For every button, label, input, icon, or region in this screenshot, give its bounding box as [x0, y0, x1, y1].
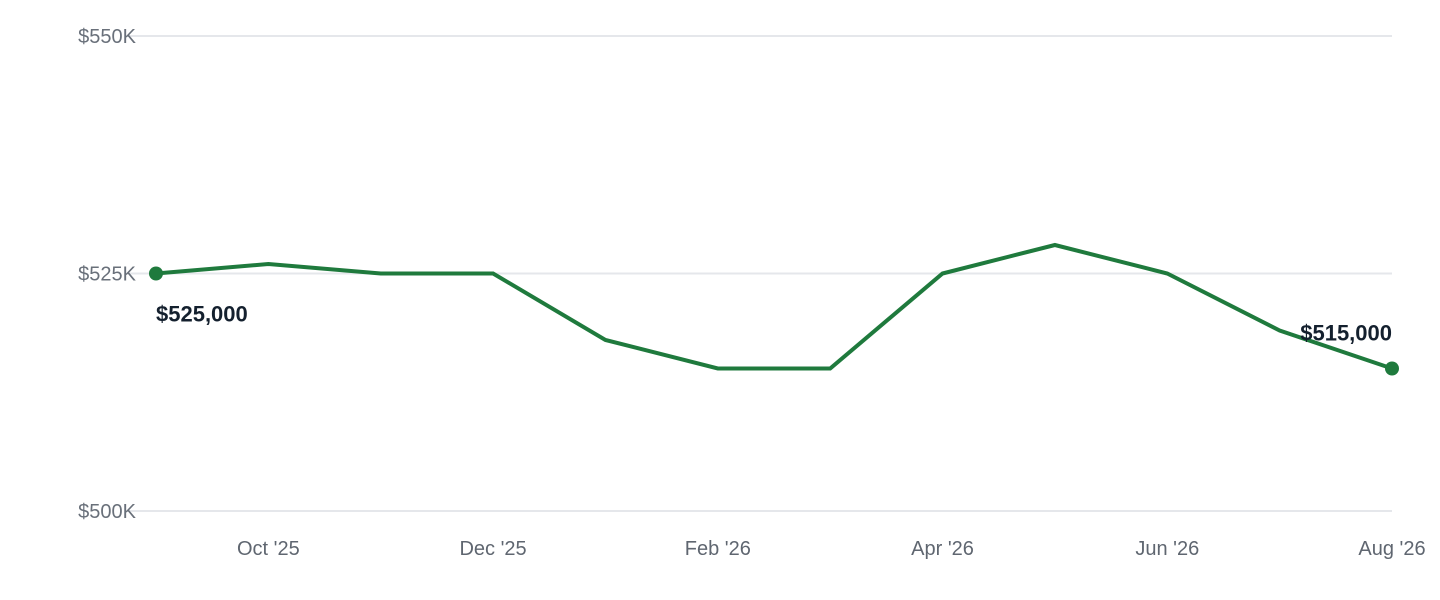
data-label: $525,000	[156, 302, 248, 327]
y-axis-ticks: $550K $525K $500K	[78, 26, 136, 523]
x-tick-label: Feb '26	[685, 538, 751, 560]
x-tick-label: Apr '26	[911, 538, 974, 560]
x-tick-label: Oct '25	[237, 538, 300, 560]
endpoint-marker	[149, 266, 163, 281]
series-line	[154, 242, 1394, 371]
x-tick-label: Jun '26	[1135, 538, 1199, 560]
data-labels: $525,000 $515,000	[156, 302, 1392, 346]
x-tick-label: Dec '25	[459, 538, 526, 560]
endpoint-marker	[1385, 361, 1399, 376]
y-tick-label: $550K	[78, 26, 136, 48]
x-axis-ticks: Oct '25 Dec '25 Feb '26 Apr '26 Jun '26 Aug '…	[237, 538, 1426, 560]
y-tick-label: $525K	[78, 264, 136, 286]
data-label: $515,000	[1300, 321, 1392, 346]
x-tick-label: Aug '26	[1358, 538, 1425, 560]
grid-layer	[127, 35, 1392, 512]
y-tick-label: $500K	[78, 501, 136, 523]
series-layer	[149, 242, 1399, 376]
